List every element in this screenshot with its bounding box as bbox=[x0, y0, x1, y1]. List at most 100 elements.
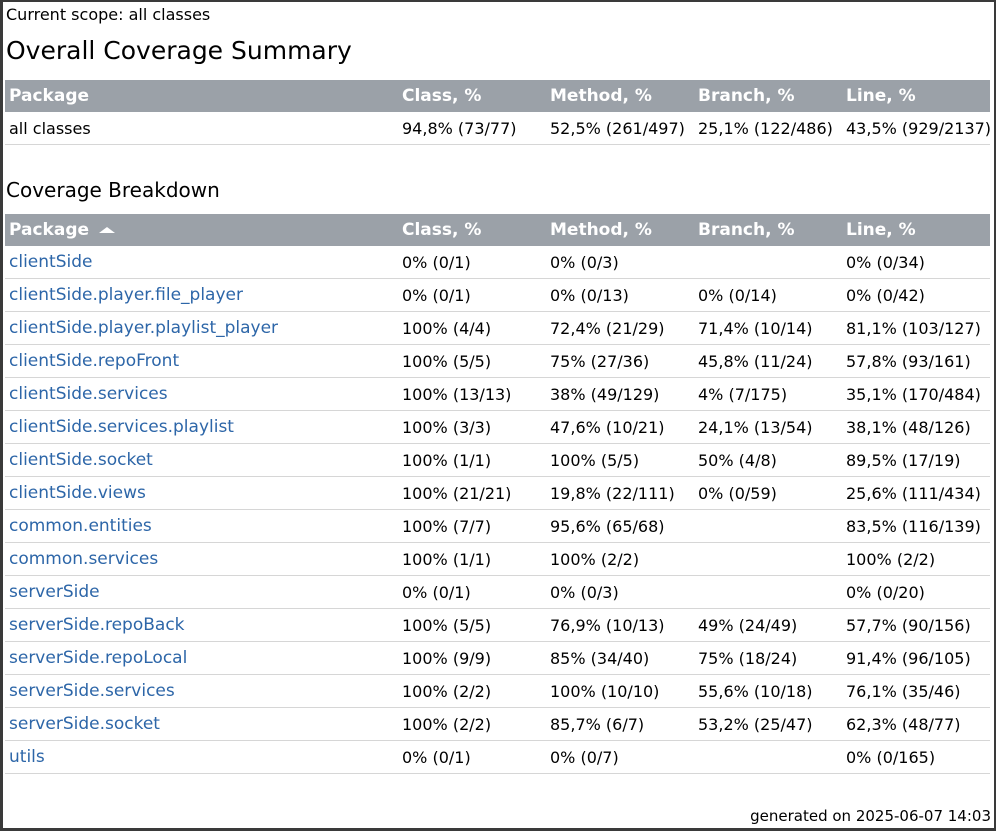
method-coverage-cell: 75% (27/36) bbox=[546, 344, 694, 378]
package-link[interactable]: clientSide.services.playlist bbox=[9, 417, 234, 437]
line-coverage-cell: 62,3% (48/77) bbox=[842, 707, 990, 741]
sort-ascending-icon[interactable] bbox=[99, 227, 116, 233]
generated-timestamp: generated on 2025-06-07 14:03 bbox=[750, 807, 991, 825]
class-coverage-cell: 0% (0/1) bbox=[398, 575, 546, 609]
branch-coverage-cell bbox=[694, 575, 842, 609]
line-coverage-cell: 76,1% (35/46) bbox=[842, 674, 990, 708]
package-link[interactable]: serverSide bbox=[9, 582, 100, 602]
package-cell: common.services bbox=[5, 542, 398, 576]
branch-coverage-cell: 24,1% (13/54) bbox=[694, 410, 842, 444]
summary-header-row: Package Class, % Method, % Branch, % Lin… bbox=[5, 80, 990, 112]
line-coverage-cell: 38,1% (48/126) bbox=[842, 410, 990, 444]
branch-coverage-cell: 4% (7/175) bbox=[694, 377, 842, 411]
current-scope-label: Current scope: all classes bbox=[6, 5, 211, 24]
table-row: serverSide.repoLocal 100% (9/9) 85% (34/40… bbox=[5, 641, 990, 675]
breakdown-col-method[interactable]: Method, % bbox=[546, 214, 694, 246]
class-coverage-cell: 100% (13/13) bbox=[398, 377, 546, 411]
summary-col-method: Method, % bbox=[546, 80, 694, 112]
package-link[interactable]: serverSide.socket bbox=[9, 714, 160, 734]
class-coverage-cell: 100% (3/3) bbox=[398, 410, 546, 444]
breakdown-col-line[interactable]: Line, % bbox=[842, 214, 990, 246]
breakdown-col-package[interactable]: Package bbox=[5, 214, 398, 246]
table-row: serverSide.socket 100% (2/2) 85,7% (6/7) 53… bbox=[5, 707, 990, 741]
table-row: common.entities 100% (7/7) 95,6% (65/68) 83… bbox=[5, 509, 990, 543]
method-coverage-cell: 100% (2/2) bbox=[546, 542, 694, 576]
package-cell: clientSide bbox=[5, 246, 398, 279]
class-coverage-cell: 0% (0/1) bbox=[398, 246, 546, 279]
package-link[interactable]: serverSide.repoLocal bbox=[9, 648, 188, 668]
class-coverage-cell: 0% (0/1) bbox=[398, 740, 546, 774]
package-cell: serverSide.services bbox=[5, 674, 398, 708]
summary-row: all classes 94,8% (73/77) 52,5% (261/497… bbox=[5, 112, 991, 145]
table-row: serverSide.repoBack 100% (5/5) 76,9% (10/1… bbox=[5, 608, 990, 642]
summary-col-package: Package bbox=[5, 80, 398, 112]
class-coverage-cell: 100% (2/2) bbox=[398, 707, 546, 741]
summary-method-cell: 52,5% (261/497) bbox=[546, 112, 694, 145]
line-coverage-cell: 35,1% (170/484) bbox=[842, 377, 990, 411]
summary-branch-cell: 25,1% (122/486) bbox=[694, 112, 842, 145]
branch-coverage-cell: 45,8% (11/24) bbox=[694, 344, 842, 378]
package-link[interactable]: serverSide.repoBack bbox=[9, 615, 185, 635]
branch-coverage-cell: 50% (4/8) bbox=[694, 443, 842, 477]
table-row: common.services 100% (1/1) 100% (2/2) 100% … bbox=[5, 542, 990, 576]
line-coverage-cell: 57,8% (93/161) bbox=[842, 344, 990, 378]
package-link[interactable]: clientSide.views bbox=[9, 483, 146, 503]
package-cell: common.entities bbox=[5, 509, 398, 543]
method-coverage-cell: 72,4% (21/29) bbox=[546, 311, 694, 345]
line-coverage-cell: 57,7% (90/156) bbox=[842, 608, 990, 642]
method-coverage-cell: 0% (0/7) bbox=[546, 740, 694, 774]
summary-col-class: Class, % bbox=[398, 80, 546, 112]
breakdown-col-branch[interactable]: Branch, % bbox=[694, 214, 842, 246]
method-coverage-cell: 95,6% (65/68) bbox=[546, 509, 694, 543]
package-link[interactable]: serverSide.services bbox=[9, 681, 175, 701]
summary-line-cell: 43,5% (929/2137) bbox=[842, 112, 991, 145]
package-link[interactable]: common.services bbox=[9, 549, 159, 569]
class-coverage-cell: 100% (1/1) bbox=[398, 542, 546, 576]
package-link[interactable]: clientSide bbox=[9, 252, 93, 272]
package-link[interactable]: clientSide.player.file_player bbox=[9, 285, 243, 305]
class-coverage-cell: 100% (9/9) bbox=[398, 641, 546, 675]
summary-table: Package Class, % Method, % Branch, % Lin… bbox=[5, 80, 991, 145]
class-coverage-cell: 100% (1/1) bbox=[398, 443, 546, 477]
branch-coverage-cell: 55,6% (10/18) bbox=[694, 674, 842, 708]
branch-coverage-cell: 53,2% (25/47) bbox=[694, 707, 842, 741]
package-link[interactable]: clientSide.socket bbox=[9, 450, 153, 470]
table-row: serverSide 0% (0/1) 0% (0/3) 0% (0/20) bbox=[5, 575, 990, 609]
table-row: clientSide.repoFront 100% (5/5) 75% (27/36… bbox=[5, 344, 990, 378]
package-cell: clientSide.repoFront bbox=[5, 344, 398, 378]
method-coverage-cell: 76,9% (10/13) bbox=[546, 608, 694, 642]
package-link[interactable]: clientSide.services bbox=[9, 384, 168, 404]
package-link[interactable]: clientSide.repoFront bbox=[9, 351, 180, 371]
class-coverage-cell: 100% (5/5) bbox=[398, 608, 546, 642]
line-coverage-cell: 100% (2/2) bbox=[842, 542, 990, 576]
branch-coverage-cell bbox=[694, 542, 842, 576]
report-page: Current scope: all classes Overall Cover… bbox=[3, 2, 994, 828]
branch-coverage-cell: 0% (0/14) bbox=[694, 278, 842, 312]
line-coverage-cell: 0% (0/20) bbox=[842, 575, 990, 609]
package-cell: serverSide.repoLocal bbox=[5, 641, 398, 675]
line-coverage-cell: 81,1% (103/127) bbox=[842, 311, 990, 345]
line-coverage-cell: 0% (0/165) bbox=[842, 740, 990, 774]
package-cell: clientSide.services bbox=[5, 377, 398, 411]
class-coverage-cell: 100% (7/7) bbox=[398, 509, 546, 543]
line-coverage-cell: 83,5% (116/139) bbox=[842, 509, 990, 543]
class-coverage-cell: 0% (0/1) bbox=[398, 278, 546, 312]
breakdown-table: Package Class, % Method, % Branch, % Lin… bbox=[5, 214, 990, 774]
package-link[interactable]: clientSide.player.playlist_player bbox=[9, 318, 279, 338]
method-coverage-cell: 0% (0/13) bbox=[546, 278, 694, 312]
package-cell: clientSide.views bbox=[5, 476, 398, 510]
method-coverage-cell: 85,7% (6/7) bbox=[546, 707, 694, 741]
branch-coverage-cell bbox=[694, 740, 842, 774]
overall-summary-heading: Overall Coverage Summary bbox=[6, 36, 352, 65]
breakdown-rows: clientSide 0% (0/1) 0% (0/3) 0% (0/34) clien… bbox=[5, 246, 990, 774]
table-row: clientSide 0% (0/1) 0% (0/3) 0% (0/34) bbox=[5, 246, 990, 279]
table-row: serverSide.services 100% (2/2) 100% (10/10… bbox=[5, 674, 990, 708]
class-coverage-cell: 100% (2/2) bbox=[398, 674, 546, 708]
breakdown-col-class[interactable]: Class, % bbox=[398, 214, 546, 246]
branch-coverage-cell: 49% (24/49) bbox=[694, 608, 842, 642]
method-coverage-cell: 0% (0/3) bbox=[546, 575, 694, 609]
package-link[interactable]: utils bbox=[9, 747, 45, 767]
package-link[interactable]: common.entities bbox=[9, 516, 152, 536]
package-cell: clientSide.player.file_player bbox=[5, 278, 398, 312]
table-row: utils 0% (0/1) 0% (0/7) 0% (0/165) bbox=[5, 740, 990, 774]
